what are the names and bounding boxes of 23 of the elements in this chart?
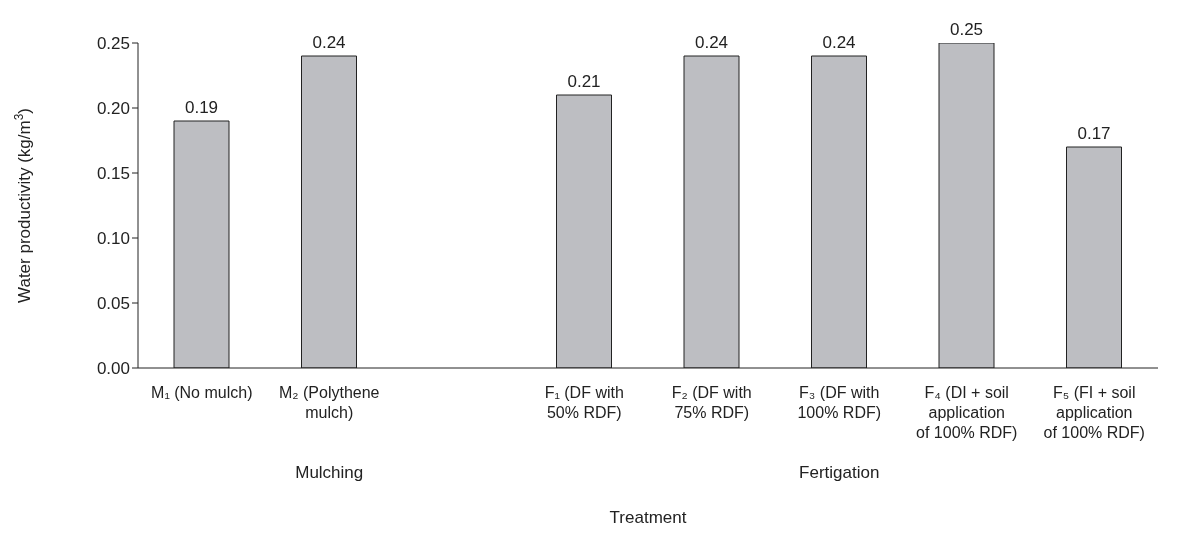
- y-tick-label: 0.25: [96, 34, 130, 54]
- y-tick-label: 0.05: [96, 294, 130, 314]
- data-label: 0.24: [822, 33, 856, 52]
- data-label: 0.19: [184, 98, 219, 117]
- y-tick-label: 0.00: [96, 359, 130, 379]
- data-label: 0.17: [1077, 124, 1111, 143]
- data-label: 0.25: [949, 20, 984, 39]
- data-label: 0.21: [567, 72, 601, 91]
- x-tick-label: F₃ (DF with 100% RDF): [797, 384, 882, 421]
- y-tick-label: 0.20: [96, 99, 130, 119]
- y-tick-label: 0.10: [96, 229, 130, 249]
- text: Mulching: [294, 463, 365, 483]
- x-tick-label: F₂ (DF with 75% RDF): [671, 384, 752, 421]
- x-tick-label: F₅ (FI + soil application of 100% RDF): [1043, 384, 1145, 441]
- x-tick-label: F₁ (DF with 50% RDF): [544, 384, 624, 421]
- x-tick-label: M₁ (No mulch): [151, 384, 253, 401]
- x-tick-label: M₂ (Polythene mulch): [279, 384, 380, 421]
- x-tick-label: F₄ (DI + soil application of 100% RDF): [916, 384, 1018, 441]
- data-label: 0.24: [312, 33, 346, 52]
- y-tick-label: 0.15: [96, 164, 130, 184]
- x-axis-title: Treatment: [609, 508, 687, 527]
- data-label: 0.24: [694, 33, 729, 52]
- text: Fertigation: [798, 463, 881, 483]
